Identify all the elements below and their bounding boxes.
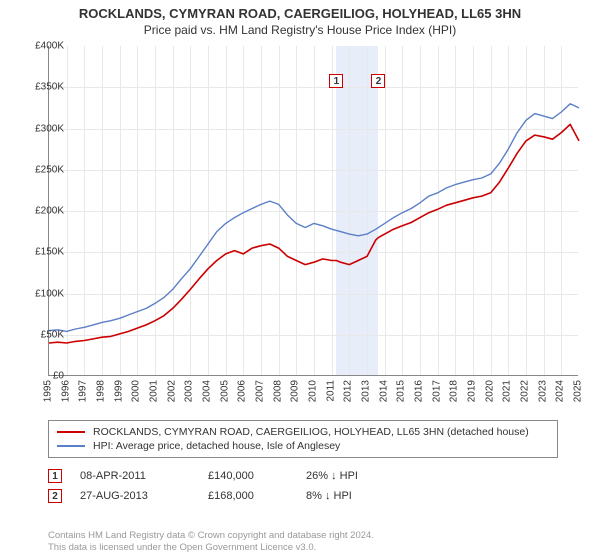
y-tick-label: £400K	[20, 41, 64, 52]
legend-row-hpi: HPI: Average price, detached house, Isle…	[57, 439, 549, 453]
x-tick-label: 1996	[60, 380, 71, 402]
x-tick-label: 2018	[449, 380, 460, 402]
chart-container: ROCKLANDS, CYMYRAN ROAD, CAERGEILIOG, HO…	[0, 0, 600, 560]
x-tick-label: 2008	[272, 380, 283, 402]
chart-marker: 1	[329, 74, 343, 88]
series-hpi	[49, 104, 579, 332]
chart-marker: 2	[371, 74, 385, 88]
y-tick-label: £50K	[20, 329, 64, 340]
x-tick-label: 2023	[537, 380, 548, 402]
y-tick-label: £100K	[20, 288, 64, 299]
sale-date: 08-APR-2011	[80, 470, 190, 482]
x-tick-label: 2002	[166, 380, 177, 402]
sale-price: £140,000	[208, 470, 288, 482]
x-tick-label: 2017	[431, 380, 442, 402]
x-tick-label: 2012	[343, 380, 354, 402]
x-tick-label: 2011	[325, 380, 336, 402]
title-block: ROCKLANDS, CYMYRAN ROAD, CAERGEILIOG, HO…	[0, 0, 600, 37]
series-svg	[49, 46, 579, 376]
x-tick-label: 2016	[414, 380, 425, 402]
attribution-line: This data is licensed under the Open Gov…	[48, 542, 558, 554]
x-tick-label: 2015	[396, 380, 407, 402]
x-tick-label: 2004	[202, 380, 213, 402]
x-tick-label: 2013	[361, 380, 372, 402]
sale-change: 8% ↓ HPI	[306, 490, 386, 502]
sale-date: 27-AUG-2013	[80, 490, 190, 502]
sale-marker-icon: 2	[48, 489, 62, 503]
x-tick-label: 1998	[96, 380, 107, 402]
x-tick-label: 2021	[502, 380, 513, 402]
x-tick-label: 2010	[308, 380, 319, 402]
y-tick-label: £250K	[20, 164, 64, 175]
x-tick-label: 2007	[255, 380, 266, 402]
x-tick-label: 2014	[378, 380, 389, 402]
legend-swatch-hpi	[57, 445, 85, 447]
sales-table: 1 08-APR-2011 £140,000 26% ↓ HPI 2 27-AU…	[48, 466, 558, 506]
x-tick-label: 2024	[555, 380, 566, 402]
title-main: ROCKLANDS, CYMYRAN ROAD, CAERGEILIOG, HO…	[0, 6, 600, 21]
sale-row: 1 08-APR-2011 £140,000 26% ↓ HPI	[48, 466, 558, 486]
legend-label-property: ROCKLANDS, CYMYRAN ROAD, CAERGEILIOG, HO…	[93, 426, 529, 438]
x-tick-label: 2005	[219, 380, 230, 402]
legend: ROCKLANDS, CYMYRAN ROAD, CAERGEILIOG, HO…	[48, 420, 558, 458]
legend-row-property: ROCKLANDS, CYMYRAN ROAD, CAERGEILIOG, HO…	[57, 425, 549, 439]
x-tick-label: 2020	[484, 380, 495, 402]
x-tick-label: 1997	[78, 380, 89, 402]
x-tick-label: 2000	[131, 380, 142, 402]
x-tick-label: 2025	[573, 380, 584, 402]
x-tick-label: 1999	[113, 380, 124, 402]
y-tick-label: £350K	[20, 82, 64, 93]
x-tick-label: 2019	[467, 380, 478, 402]
chart-plot-area: 12	[48, 46, 578, 376]
legend-swatch-property	[57, 431, 85, 433]
sale-marker-icon: 1	[48, 469, 62, 483]
x-tick-label: 2003	[184, 380, 195, 402]
title-sub: Price paid vs. HM Land Registry's House …	[0, 23, 600, 37]
attribution: Contains HM Land Registry data © Crown c…	[48, 530, 558, 554]
sale-row: 2 27-AUG-2013 £168,000 8% ↓ HPI	[48, 486, 558, 506]
x-tick-label: 2001	[149, 380, 160, 402]
y-tick-label: £150K	[20, 247, 64, 258]
sale-price: £168,000	[208, 490, 288, 502]
sale-change: 26% ↓ HPI	[306, 470, 386, 482]
attribution-line: Contains HM Land Registry data © Crown c…	[48, 530, 558, 542]
x-tick-label: 2006	[237, 380, 248, 402]
series-property	[49, 124, 579, 343]
x-tick-label: 2009	[290, 380, 301, 402]
x-tick-label: 2022	[520, 380, 531, 402]
x-tick-label: 1995	[43, 380, 54, 402]
y-tick-label: £200K	[20, 206, 64, 217]
legend-label-hpi: HPI: Average price, detached house, Isle…	[93, 440, 340, 452]
y-tick-label: £300K	[20, 123, 64, 134]
